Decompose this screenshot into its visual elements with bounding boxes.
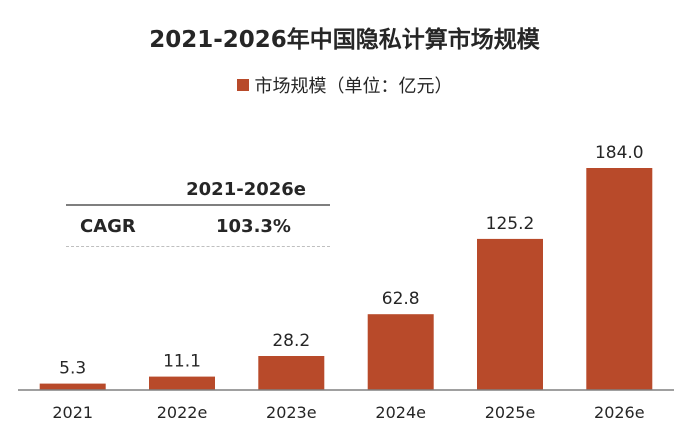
x-tick-label: 2022e (157, 403, 208, 422)
cagr-table: 2021-2026e CAGR 103.3% (66, 176, 330, 247)
data-label: 184.0 (595, 143, 644, 163)
bar-2021 (39, 383, 106, 390)
x-tick-label: 2026e (594, 403, 645, 422)
data-label: 5.3 (59, 359, 86, 379)
cagr-row: CAGR 103.3% (66, 206, 330, 247)
x-tick-label: 2025e (485, 403, 536, 422)
bar-2025e (477, 238, 543, 390)
cagr-header: 2021-2026e (66, 176, 330, 206)
data-label: 11.1 (163, 352, 201, 372)
x-tick-label: 2021 (52, 403, 93, 422)
bar-2026e (586, 168, 653, 390)
legend: 市场规模（单位：亿元） (0, 72, 689, 98)
x-tick-label: 2023e (266, 403, 317, 422)
cagr-label: CAGR (80, 215, 136, 237)
chart-title: 2021-2026年中国隐私计算市场规模 (149, 27, 540, 53)
data-label: 62.8 (382, 289, 420, 309)
cagr-value: 103.3% (216, 215, 291, 237)
legend-swatch (236, 79, 249, 91)
data-label: 28.2 (272, 331, 310, 351)
data-label: 125.2 (486, 214, 535, 234)
bar-2022e (149, 376, 215, 390)
legend-label: 市场规模（单位：亿元） (254, 76, 453, 97)
x-tick-label: 2024e (375, 403, 426, 422)
bar-2023e (258, 356, 325, 390)
bar-2024e (367, 314, 434, 390)
